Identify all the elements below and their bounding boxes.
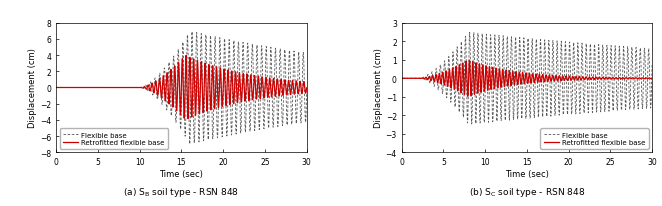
Retrofitted flexible base xyxy=(263,84,271,87)
Flexible base xyxy=(198,67,206,69)
Flexible base xyxy=(263,54,271,56)
Line: Flexible base: Flexible base xyxy=(402,33,652,124)
Retrofitted flexible base xyxy=(271,94,279,97)
Retrofitted flexible base xyxy=(109,87,117,89)
Y-axis label: Displacement (cm): Displacement (cm) xyxy=(28,48,37,128)
Retrofitted flexible base xyxy=(648,77,656,80)
Retrofitted flexible base xyxy=(398,78,406,80)
Legend: Flexible base, Retrofitted flexible base: Flexible base, Retrofitted flexible base xyxy=(540,129,649,149)
Y-axis label: Displacement (cm): Displacement (cm) xyxy=(374,48,383,128)
Flexible base xyxy=(398,78,406,80)
Retrofitted flexible base xyxy=(608,77,616,80)
Flexible base xyxy=(467,123,475,126)
Retrofitted flexible base xyxy=(475,81,483,83)
Flexible base xyxy=(303,94,310,96)
Retrofitted flexible base xyxy=(464,96,472,98)
Flexible base xyxy=(608,81,616,84)
Flexible base xyxy=(648,64,656,66)
Flexible base xyxy=(186,143,194,145)
Flexible base xyxy=(544,90,551,92)
Flexible base xyxy=(128,87,136,89)
Retrofitted flexible base xyxy=(182,55,190,57)
Flexible base xyxy=(465,32,473,34)
Retrofitted flexible base xyxy=(184,118,192,120)
Retrofitted flexible base xyxy=(544,81,551,83)
Flexible base xyxy=(188,31,196,34)
Flexible base xyxy=(71,87,79,89)
X-axis label: Time (sec): Time (sec) xyxy=(160,169,203,178)
Retrofitted flexible base xyxy=(52,87,60,89)
Retrofitted flexible base xyxy=(616,78,624,81)
Flexible base xyxy=(454,75,462,77)
Flexible base xyxy=(475,46,483,49)
Flexible base xyxy=(271,55,279,57)
Flexible base xyxy=(109,87,117,89)
Retrofitted flexible base xyxy=(416,78,424,80)
Flexible base xyxy=(416,78,424,80)
Retrofitted flexible base xyxy=(454,87,462,89)
Retrofitted flexible base xyxy=(128,87,136,89)
Legend: Flexible base, Retrofitted flexible base: Flexible base, Retrofitted flexible base xyxy=(60,129,168,149)
Flexible base xyxy=(52,87,60,89)
Flexible base xyxy=(616,83,624,86)
Line: Flexible base: Flexible base xyxy=(56,33,307,144)
Text: (a) S$_\mathregular{B}$ soil type - RSN 848: (a) S$_\mathregular{B}$ soil type - RSN … xyxy=(124,185,240,198)
X-axis label: Time (sec): Time (sec) xyxy=(505,169,549,178)
Retrofitted flexible base xyxy=(303,87,310,90)
Retrofitted flexible base xyxy=(465,60,473,62)
Text: (b) S$_\mathregular{C}$ soil type - RSN 848: (b) S$_\mathregular{C}$ soil type - RSN … xyxy=(469,185,585,198)
Line: Retrofitted flexible base: Retrofitted flexible base xyxy=(56,56,307,119)
Retrofitted flexible base xyxy=(198,83,206,86)
Retrofitted flexible base xyxy=(71,87,79,89)
Line: Retrofitted flexible base: Retrofitted flexible base xyxy=(402,61,652,97)
